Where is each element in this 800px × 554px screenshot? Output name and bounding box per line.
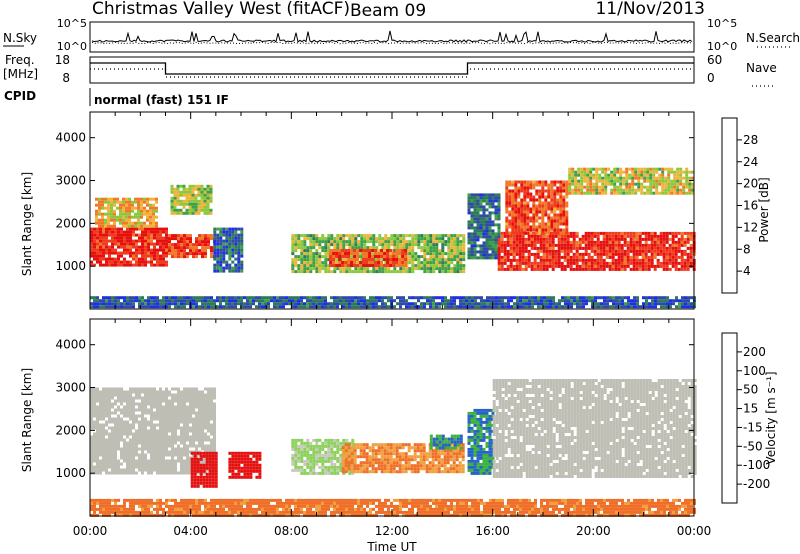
colorbar-tick-label: -200 [743,477,770,491]
power-region [497,231,696,271]
power-region [90,296,696,309]
time-tick-label: 00:00 [73,524,108,538]
power-region [568,167,695,195]
colorbar-tick-label: 200 [743,345,766,359]
velocity-region [492,379,697,478]
velocity-y-axis: 1000 2000 3000 4000 [55,338,694,480]
beam-label: Beam 09 [350,1,426,21]
nsearch-trace [91,41,693,45]
freq-panel: 18 8 60 0 Freq. [MHz] Nave [3,53,777,87]
cpid-value: normal (fast) 151 IF [94,93,229,107]
freq-frame [89,56,695,84]
colorbar-tick-label: -15 [743,420,763,434]
nsky-tick-bottom: 10^0 [57,40,87,53]
colorbar-tick-label: 28 [743,133,758,147]
time-axis-labels: 00:00 04:00 08:00 12:00 16:00 20:00 00:00 [73,524,712,538]
colorbar-tick-label: 24 [743,155,758,169]
nsky-label: N.Sky [3,31,37,45]
y-tick-label: 3000 [55,381,86,395]
cpid-panel: CPID normal (fast) 151 IF [4,88,229,107]
colorbar-tick-label: 4 [743,264,751,278]
power-region [90,227,168,267]
nsearch-label: N.Search [746,31,800,45]
power-region [170,184,213,215]
y-tick-label: 1000 [55,259,86,273]
nsky-panel: 10^5 10^0 10^5 10^0 N.Sky N.Search [3,17,800,53]
velocity-heatmap [90,379,697,517]
nsky-trace [91,30,693,43]
power-region [213,227,244,273]
velocity-region [190,451,218,488]
colorbar-tick-label: 15 [743,402,758,416]
velocity-region [341,443,465,474]
power-region [95,197,158,228]
y-tick-label: 3000 [55,174,86,188]
freq-trace [90,62,694,75]
time-tick-label: 20:00 [576,524,611,538]
power-panel: 1000 2000 3000 4000 Slant Range [km] [20,111,696,310]
time-tick-label: 16:00 [475,524,510,538]
colorbar-tick-label: 20 [743,177,758,191]
power-region [467,193,501,260]
colorbar-tick-label: -100 [743,458,770,472]
nsearch-tick-top: 10^5 [707,17,737,30]
velocity-frame [89,318,695,517]
colorbar-tick-label: 16 [743,199,758,213]
colorbar-tick-label: 12 [743,220,758,234]
time-axis-title: Time UT [366,540,417,554]
y-tick-label: 2000 [55,423,86,437]
nsky-frame [89,21,695,53]
power-frame [89,111,695,310]
velocity-colorbar: 200 100 50 15 -15 -50 -100 -200 Velocity [m s⁻¹… [721,332,778,504]
velocity-colorbar-label: Velocity [m s⁻¹] [764,371,778,464]
plot-title: Christmas Valley West (fitACF) [92,0,350,19]
y-tick-label: 4000 [55,131,86,145]
freq-tick-bottom: 8 [62,71,70,85]
power-colorbar-frame [721,117,738,294]
velocity-region [90,498,696,517]
y-tick-label: 4000 [55,338,86,352]
y-tick-label: 1000 [55,466,86,480]
velocity-panel: 1000 2000 3000 4000 Slant Range [km] [20,318,697,517]
velocity-region [429,434,463,450]
power-y-axis: 1000 2000 3000 4000 [55,131,694,273]
velocity-region [228,451,262,479]
power-region [505,180,569,235]
power-ylabel: Slant Range [km] [20,172,34,276]
time-tick-label: 08:00 [274,524,309,538]
nave-tick-bottom: 0 [707,71,715,85]
power-colorbar-label: Power [dB] [757,177,771,242]
power-region [168,234,216,259]
time-tick-label: 04:00 [173,524,208,538]
freq-unit: [MHz] [3,67,38,81]
power-colorbar: 28 24 20 16 12 8 4 Power [dB] [721,117,771,294]
power-heatmap [90,167,696,309]
cpid-label: CPID [4,89,36,103]
y-tick-label: 2000 [55,216,86,230]
freq-label: Freq. [5,53,35,67]
nsearch-tick-bottom: 10^0 [707,40,737,53]
freq-tick-top: 18 [55,53,70,67]
velocity-region [90,387,216,475]
nave-tick-top: 60 [707,53,722,67]
time-tick-label: 00:00 [677,524,712,538]
date-label: 11/Nov/2013 [595,0,705,19]
power-region [329,249,408,267]
velocity-region [467,408,495,475]
colorbar-tick-label: -50 [743,439,763,453]
colorbar-tick-label: 8 [743,242,751,256]
colorbar-tick-label: 50 [743,383,758,397]
colorbar-tick-label: 100 [743,364,766,378]
nsky-tick-top: 10^5 [57,17,87,30]
time-tick-label: 12:00 [375,524,410,538]
nave-label: Nave [746,61,777,75]
velocity-colorbar-frame [721,332,738,504]
velocity-ylabel: Slant Range [km] [20,368,34,472]
nave-trace [90,68,694,78]
